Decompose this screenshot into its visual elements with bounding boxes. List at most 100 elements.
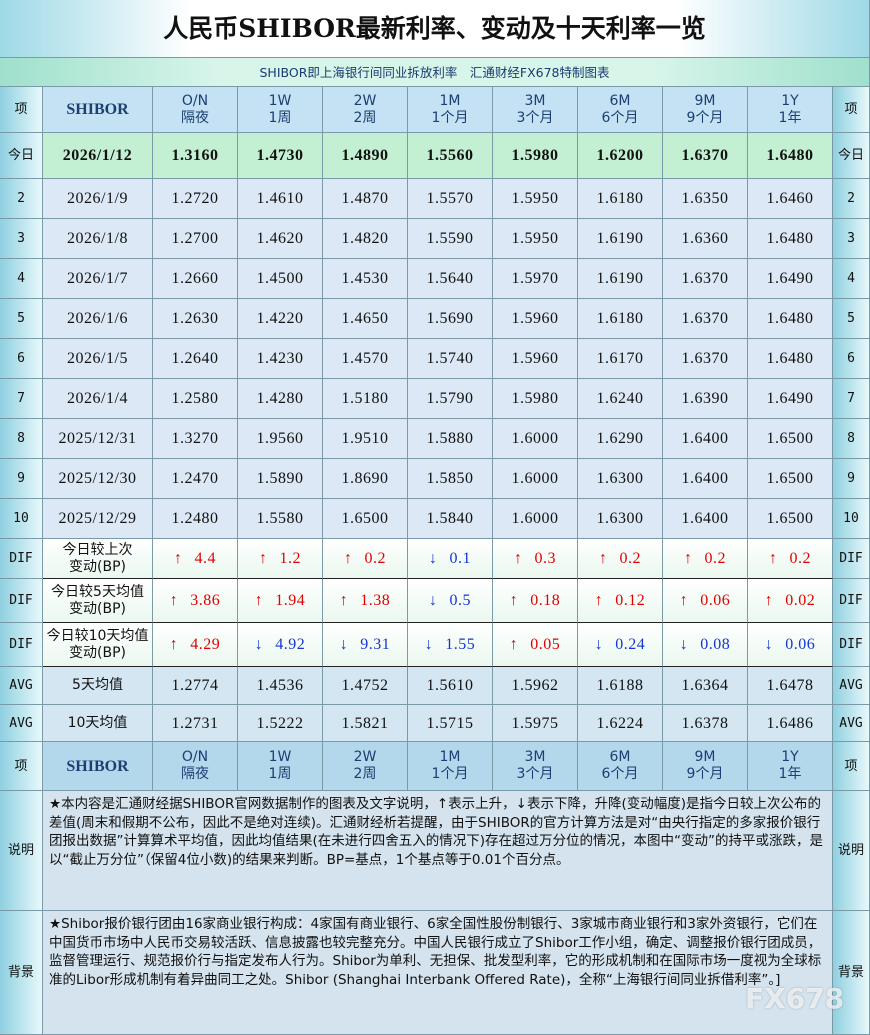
header-cell: 2W 2周 bbox=[323, 87, 408, 133]
rate-cell: 1.5850 bbox=[408, 459, 493, 499]
change-arrow: ↑ bbox=[344, 550, 353, 567]
rate-value: 1.5590 bbox=[426, 230, 474, 247]
header-cell: 2W 2周 bbox=[323, 742, 408, 791]
change-cell: ↑ 3.86 bbox=[153, 579, 238, 623]
row-label: DIF bbox=[0, 539, 43, 579]
date: 2026/1/8 bbox=[67, 230, 128, 247]
rate-value: 1.6000 bbox=[511, 510, 559, 527]
rate-cell: 1.6180 bbox=[578, 179, 663, 219]
date: 2026/1/4 bbox=[67, 390, 128, 407]
rate-cell: 1.6300 bbox=[578, 499, 663, 539]
side-label: 6 bbox=[17, 351, 25, 366]
change-value: 4.92 bbox=[275, 636, 306, 653]
rate-cell: 1.4220 bbox=[238, 299, 323, 339]
rate-value: 1.4536 bbox=[256, 677, 304, 694]
rate-value: 1.5850 bbox=[426, 470, 474, 487]
rate-value: 1.5980 bbox=[511, 390, 559, 407]
row-title: 2026/1/6 bbox=[43, 299, 153, 339]
rate-value: 1.6480 bbox=[766, 350, 814, 367]
rate-cell: 1.6500 bbox=[748, 499, 833, 539]
change-cell: ↑ 0.12 bbox=[578, 579, 663, 623]
row-title: 2025/12/31 bbox=[43, 419, 153, 459]
change-arrow: ↑ bbox=[599, 550, 608, 567]
rate-cell: 1.6000 bbox=[493, 499, 578, 539]
side-label: DIF bbox=[9, 551, 33, 566]
row-title: 5天均值 bbox=[43, 667, 153, 705]
side-label: 5 bbox=[17, 311, 25, 326]
rate-value: 1.6224 bbox=[596, 714, 644, 732]
rate-value: 1.5610 bbox=[426, 677, 474, 694]
change-arrow: ↑ bbox=[684, 550, 693, 567]
row-label: 4 bbox=[833, 259, 870, 299]
tenor-name: 1周 bbox=[268, 766, 292, 782]
rate-cell: 1.2774 bbox=[153, 667, 238, 705]
side-label: 2 bbox=[847, 191, 855, 206]
rate-cell: 1.6300 bbox=[578, 459, 663, 499]
rate-cell: 1.5970 bbox=[493, 259, 578, 299]
row-label: 9 bbox=[0, 459, 43, 499]
rate-value: 1.6500 bbox=[341, 510, 389, 527]
row-label: 10 bbox=[0, 499, 43, 539]
side-label: 今日 bbox=[7, 148, 34, 163]
header-cell: 1M 1个月 bbox=[408, 87, 493, 133]
header-cell: SHIBOR bbox=[43, 742, 153, 791]
rate-value: 1.9510 bbox=[341, 430, 389, 447]
tenor-name: 9个月 bbox=[686, 766, 724, 782]
change-cell: ↓ 4.92 bbox=[238, 623, 323, 667]
header-cell: 9M 9个月 bbox=[663, 742, 748, 791]
date: 2026/1/12 bbox=[62, 147, 133, 164]
row-label: DIF bbox=[0, 579, 43, 623]
tenor-code: 3M bbox=[524, 749, 546, 765]
side-label: DIF bbox=[839, 637, 863, 652]
rate-value: 1.6486 bbox=[766, 714, 814, 732]
rate-cell: 1.6480 bbox=[748, 219, 833, 259]
rate-value: 1.5180 bbox=[341, 390, 389, 407]
side-label: 7 bbox=[847, 391, 855, 406]
row-label: 3 bbox=[833, 219, 870, 259]
rate-cell: 1.2731 bbox=[153, 705, 238, 742]
row-title: 今日较5天均值 变动(BP) bbox=[43, 579, 153, 623]
row-label: 说明 bbox=[833, 791, 870, 911]
rate-value: 1.9560 bbox=[256, 430, 304, 447]
rate-cell: 1.5980 bbox=[493, 379, 578, 419]
rate-value: 1.4530 bbox=[341, 270, 389, 287]
rate-cell: 1.6390 bbox=[663, 379, 748, 419]
rate-cell: 1.2700 bbox=[153, 219, 238, 259]
rate-cell: 1.6000 bbox=[493, 419, 578, 459]
tenor-code: 9M bbox=[694, 749, 716, 765]
rate-value: 1.5740 bbox=[426, 350, 474, 367]
tenor-code: 2W bbox=[353, 92, 377, 109]
change-value: 4.29 bbox=[190, 636, 221, 653]
change-value: 1.55 bbox=[445, 636, 476, 653]
rate-cell: 1.6400 bbox=[663, 499, 748, 539]
rate-cell: 1.6190 bbox=[578, 219, 663, 259]
rate-cell: 1.4890 bbox=[323, 133, 408, 179]
header-cell: 3M 3个月 bbox=[493, 87, 578, 133]
side-label: DIF bbox=[839, 593, 863, 608]
rate-cell: 1.4870 bbox=[323, 179, 408, 219]
change-cell: ↑ 4.4 bbox=[153, 539, 238, 579]
rate-cell: 1.4752 bbox=[323, 667, 408, 705]
change-cell: ↑ 1.38 bbox=[323, 579, 408, 623]
rate-value: 1.5840 bbox=[426, 510, 474, 527]
tenor-name: 6个月 bbox=[601, 766, 639, 782]
tenor-name: 2周 bbox=[353, 109, 377, 126]
row-label: AVG bbox=[0, 705, 43, 742]
rate-cell: 1.5640 bbox=[408, 259, 493, 299]
rate-value: 1.3160 bbox=[171, 147, 219, 164]
change-value: 0.2 bbox=[789, 550, 811, 567]
side-label: 3 bbox=[17, 231, 25, 246]
change-cell: ↑ 0.3 bbox=[493, 539, 578, 579]
change-value: 0.2 bbox=[364, 550, 386, 567]
change-cell: ↑ 0.2 bbox=[578, 539, 663, 579]
change-cell: ↑ 0.2 bbox=[663, 539, 748, 579]
row-label: 项 bbox=[833, 742, 870, 791]
note-text: ★本内容是汇通财经据SHIBOR官网数据制作的图表及文字说明，↑表示上升，↓表示… bbox=[49, 796, 824, 868]
change-value: 0.02 bbox=[785, 592, 816, 609]
header-cell: 1W 1周 bbox=[238, 87, 323, 133]
rate-cell: 1.6400 bbox=[663, 459, 748, 499]
change-label: 今日较5天均值 bbox=[51, 583, 144, 600]
change-arrow: ↑ bbox=[259, 550, 268, 567]
change-value: 0.2 bbox=[619, 550, 641, 567]
rate-value: 1.6378 bbox=[681, 714, 729, 732]
